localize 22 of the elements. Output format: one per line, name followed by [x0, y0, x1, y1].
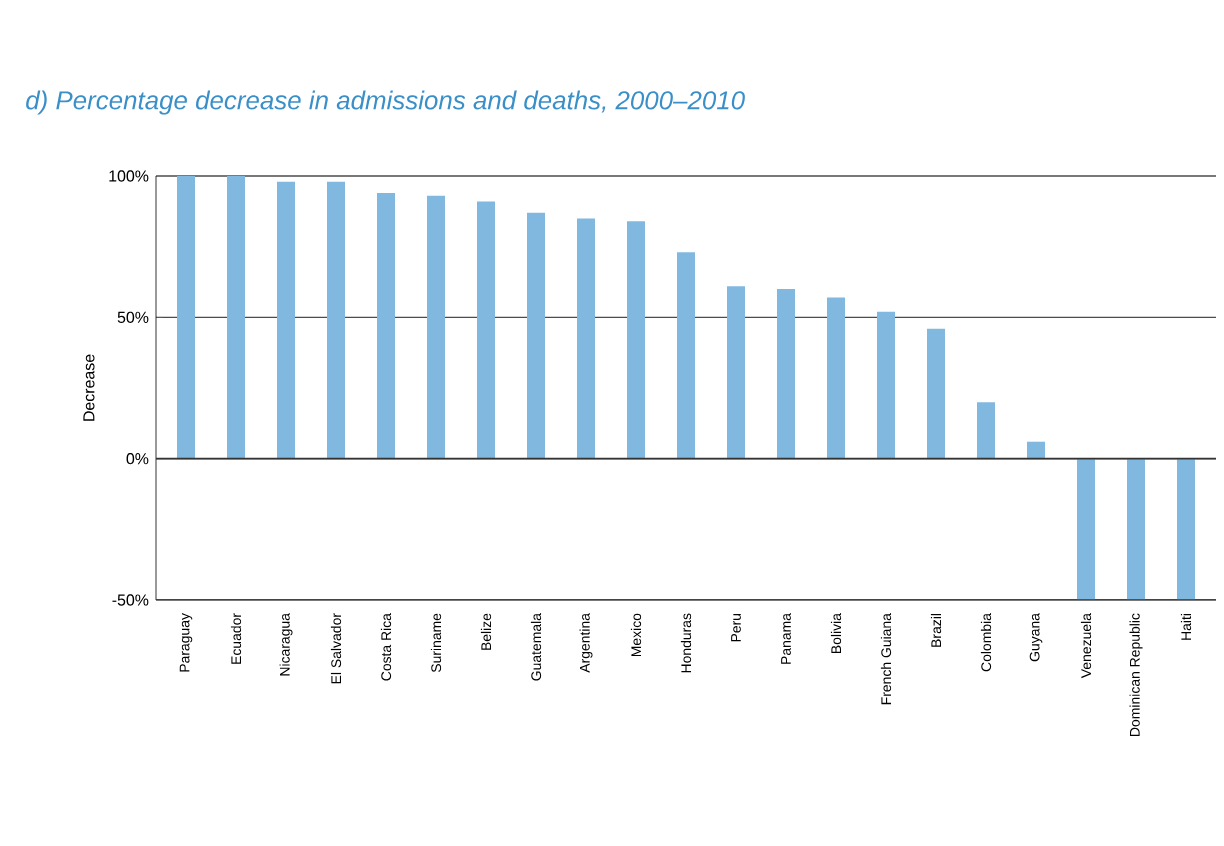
bar [327, 181, 345, 459]
bar [927, 328, 946, 459]
bar [477, 201, 495, 459]
bar [1027, 441, 1046, 459]
bar [527, 212, 546, 459]
bar [827, 297, 846, 459]
bar [777, 289, 796, 459]
bar [877, 311, 896, 459]
bar [277, 181, 295, 459]
bar [1177, 458, 1196, 600]
chart-title: d) Percentage decrease in admissions and deaths, 2000–2010 [26, 90, 745, 115]
bar [427, 195, 445, 459]
bar [677, 252, 696, 459]
bar [577, 218, 596, 459]
bar [977, 402, 996, 459]
bar [727, 286, 746, 459]
bar [377, 192, 395, 459]
bar [627, 221, 646, 459]
bar [227, 175, 245, 459]
bar [1077, 458, 1096, 600]
bar [177, 175, 195, 459]
bar [1127, 458, 1146, 600]
